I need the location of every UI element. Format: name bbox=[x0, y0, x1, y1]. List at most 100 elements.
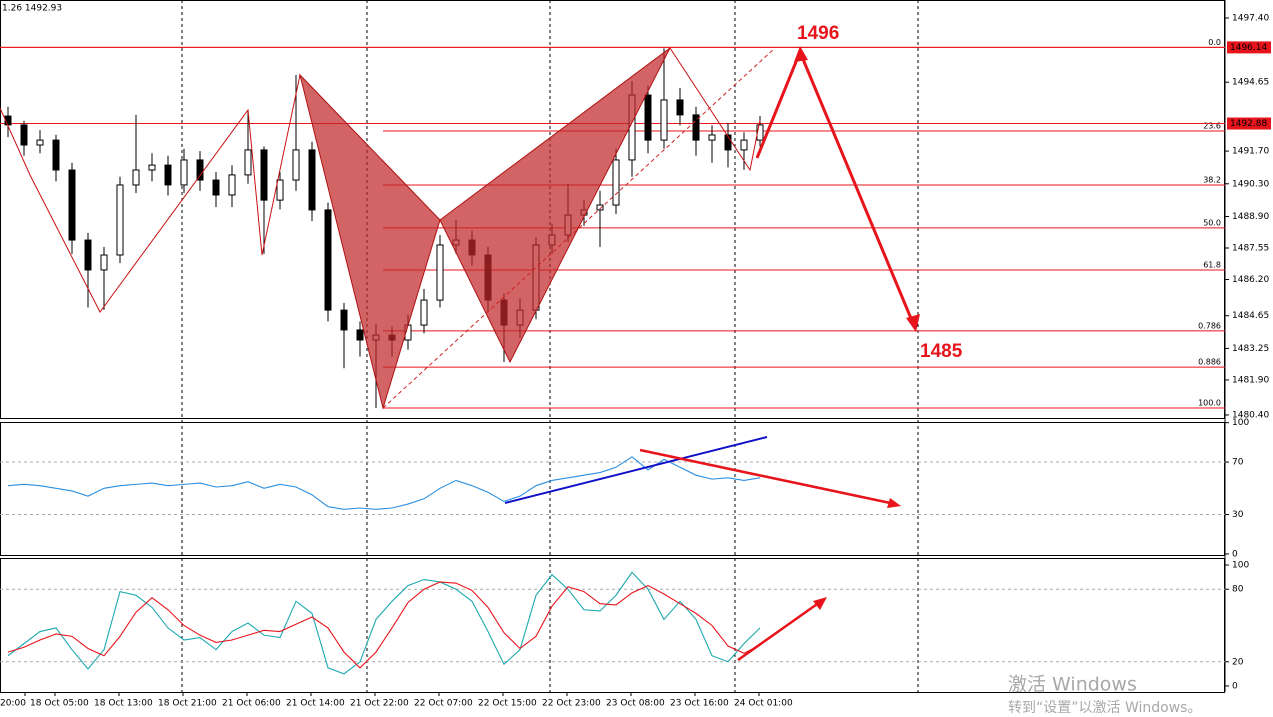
candle-body bbox=[228, 174, 236, 196]
indicator-line bbox=[7, 456, 761, 510]
y-tick-label: 1487.55 bbox=[1232, 243, 1269, 253]
zigzag bbox=[0, 74, 301, 313]
candle-body bbox=[164, 164, 172, 186]
candle-body bbox=[100, 254, 108, 271]
candle-body bbox=[740, 139, 748, 151]
candle-body bbox=[676, 99, 684, 116]
y-tick-label: 1488.90 bbox=[1232, 212, 1269, 222]
candle-body bbox=[52, 139, 60, 171]
candle-body bbox=[148, 164, 156, 171]
indicator-line bbox=[7, 581, 761, 669]
candle-body bbox=[84, 239, 92, 271]
x-tick-label: 22 Oct 15:00 bbox=[478, 699, 537, 709]
price-tag bbox=[1227, 117, 1271, 130]
candle-body bbox=[260, 149, 268, 201]
target-label: 1485 bbox=[920, 341, 963, 362]
price-tag bbox=[1227, 41, 1271, 54]
candle-body bbox=[692, 114, 700, 141]
fib-label: 38.2 bbox=[1203, 175, 1221, 184]
candle-body bbox=[612, 159, 620, 206]
candle-body bbox=[308, 149, 316, 211]
candle-body bbox=[132, 169, 140, 186]
x-tick-label: 18 Oct 13:00 bbox=[94, 699, 153, 709]
candle-body bbox=[212, 179, 220, 196]
candle-body bbox=[420, 299, 428, 326]
candle-body bbox=[36, 139, 44, 146]
candle-body bbox=[708, 134, 716, 141]
arrow-head bbox=[813, 597, 827, 610]
arrow-head bbox=[794, 46, 808, 62]
pattern-triangle bbox=[439, 47, 671, 364]
x-tick-label: 21 Oct 22:00 bbox=[350, 699, 409, 709]
y-tick-label: 0 bbox=[1232, 681, 1238, 691]
y-tick-label: 100 bbox=[1232, 418, 1249, 428]
y-tick-label: 1480.40 bbox=[1232, 410, 1269, 420]
trend-line bbox=[504, 436, 768, 504]
watermark: 激活 Windows bbox=[1008, 674, 1137, 696]
x-tick-label: 21 Oct 06:00 bbox=[222, 699, 281, 709]
x-tick-label: 21 Oct 14:00 bbox=[286, 699, 345, 709]
y-tick-label: 1490.30 bbox=[1232, 179, 1269, 189]
trend-line bbox=[737, 600, 821, 662]
fib-label: 0.786 bbox=[1198, 321, 1221, 330]
x-tick-label: 20:00 bbox=[0, 699, 26, 709]
watermark: 转到“设置”以激活 Windows。 bbox=[1008, 699, 1201, 716]
y-tick-label: 20 bbox=[1232, 657, 1244, 667]
fib-label: 50.0 bbox=[1203, 218, 1221, 227]
candle-body bbox=[116, 184, 124, 256]
candle-body bbox=[340, 309, 348, 331]
candle-body bbox=[596, 204, 604, 211]
y-tick-label: 1483.25 bbox=[1232, 344, 1269, 354]
candle-body bbox=[644, 94, 652, 141]
fib-label: 0.886 bbox=[1198, 358, 1221, 367]
candle-body bbox=[244, 149, 252, 176]
candle-body bbox=[276, 179, 284, 201]
trend-line bbox=[639, 448, 896, 506]
x-tick-label: 18 Oct 05:00 bbox=[30, 699, 89, 709]
y-tick-label: 1491.70 bbox=[1232, 147, 1269, 157]
candle-body bbox=[660, 99, 668, 141]
target-label: 1496 bbox=[797, 23, 839, 44]
y-tick-label: 1494.65 bbox=[1232, 78, 1269, 88]
y-tick-label: 30 bbox=[1232, 510, 1244, 520]
y-tick-label: 1497.40 bbox=[1232, 13, 1269, 23]
y-tick-label: 1481.90 bbox=[1232, 375, 1269, 385]
y-tick-label: 1484.65 bbox=[1232, 311, 1269, 321]
arrow-head bbox=[906, 314, 920, 332]
candle-body bbox=[196, 159, 204, 181]
x-tick-label: 23 Oct 08:00 bbox=[606, 699, 665, 709]
candle-body bbox=[436, 244, 444, 301]
candle-body bbox=[68, 169, 76, 241]
x-tick-label: 24 Oct 01:00 bbox=[734, 699, 793, 709]
pattern-triangle bbox=[299, 73, 441, 410]
fib-label: 0.0 bbox=[1208, 38, 1221, 47]
candle-body bbox=[356, 329, 364, 341]
price-tag-label: 1496.14 bbox=[1230, 43, 1267, 53]
header-info: 1.26 1492.93 bbox=[2, 4, 62, 14]
candle-body bbox=[292, 149, 300, 181]
candle-body bbox=[20, 124, 28, 146]
x-tick-label: 22 Oct 23:00 bbox=[542, 699, 601, 709]
y-tick-label: 1486.20 bbox=[1232, 275, 1269, 285]
x-tick-label: 23 Oct 16:00 bbox=[670, 699, 729, 709]
y-tick-label: 80 bbox=[1232, 585, 1244, 595]
candle-body bbox=[324, 209, 332, 311]
dashed-leg bbox=[382, 47, 776, 409]
y-tick-label: 0 bbox=[1232, 549, 1238, 559]
y-tick-label: 100 bbox=[1232, 561, 1249, 571]
arrow-head bbox=[887, 498, 901, 508]
fib-label: 100.0 bbox=[1198, 398, 1221, 407]
drawings: 1496 1485 bbox=[0, 23, 963, 662]
candle-body bbox=[724, 134, 732, 151]
indicator-line bbox=[7, 571, 761, 675]
fib-label: 23.6 bbox=[1203, 122, 1221, 131]
candle-body bbox=[180, 159, 188, 186]
x-tick-label: 18 Oct 21:00 bbox=[158, 699, 217, 709]
price-tag-label: 1492.88 bbox=[1230, 119, 1267, 129]
x-tick-label: 22 Oct 07:00 bbox=[414, 699, 473, 709]
fib-label: 61.8 bbox=[1203, 260, 1221, 269]
zigzag bbox=[669, 47, 761, 172]
y-tick-label: 70 bbox=[1232, 458, 1244, 468]
